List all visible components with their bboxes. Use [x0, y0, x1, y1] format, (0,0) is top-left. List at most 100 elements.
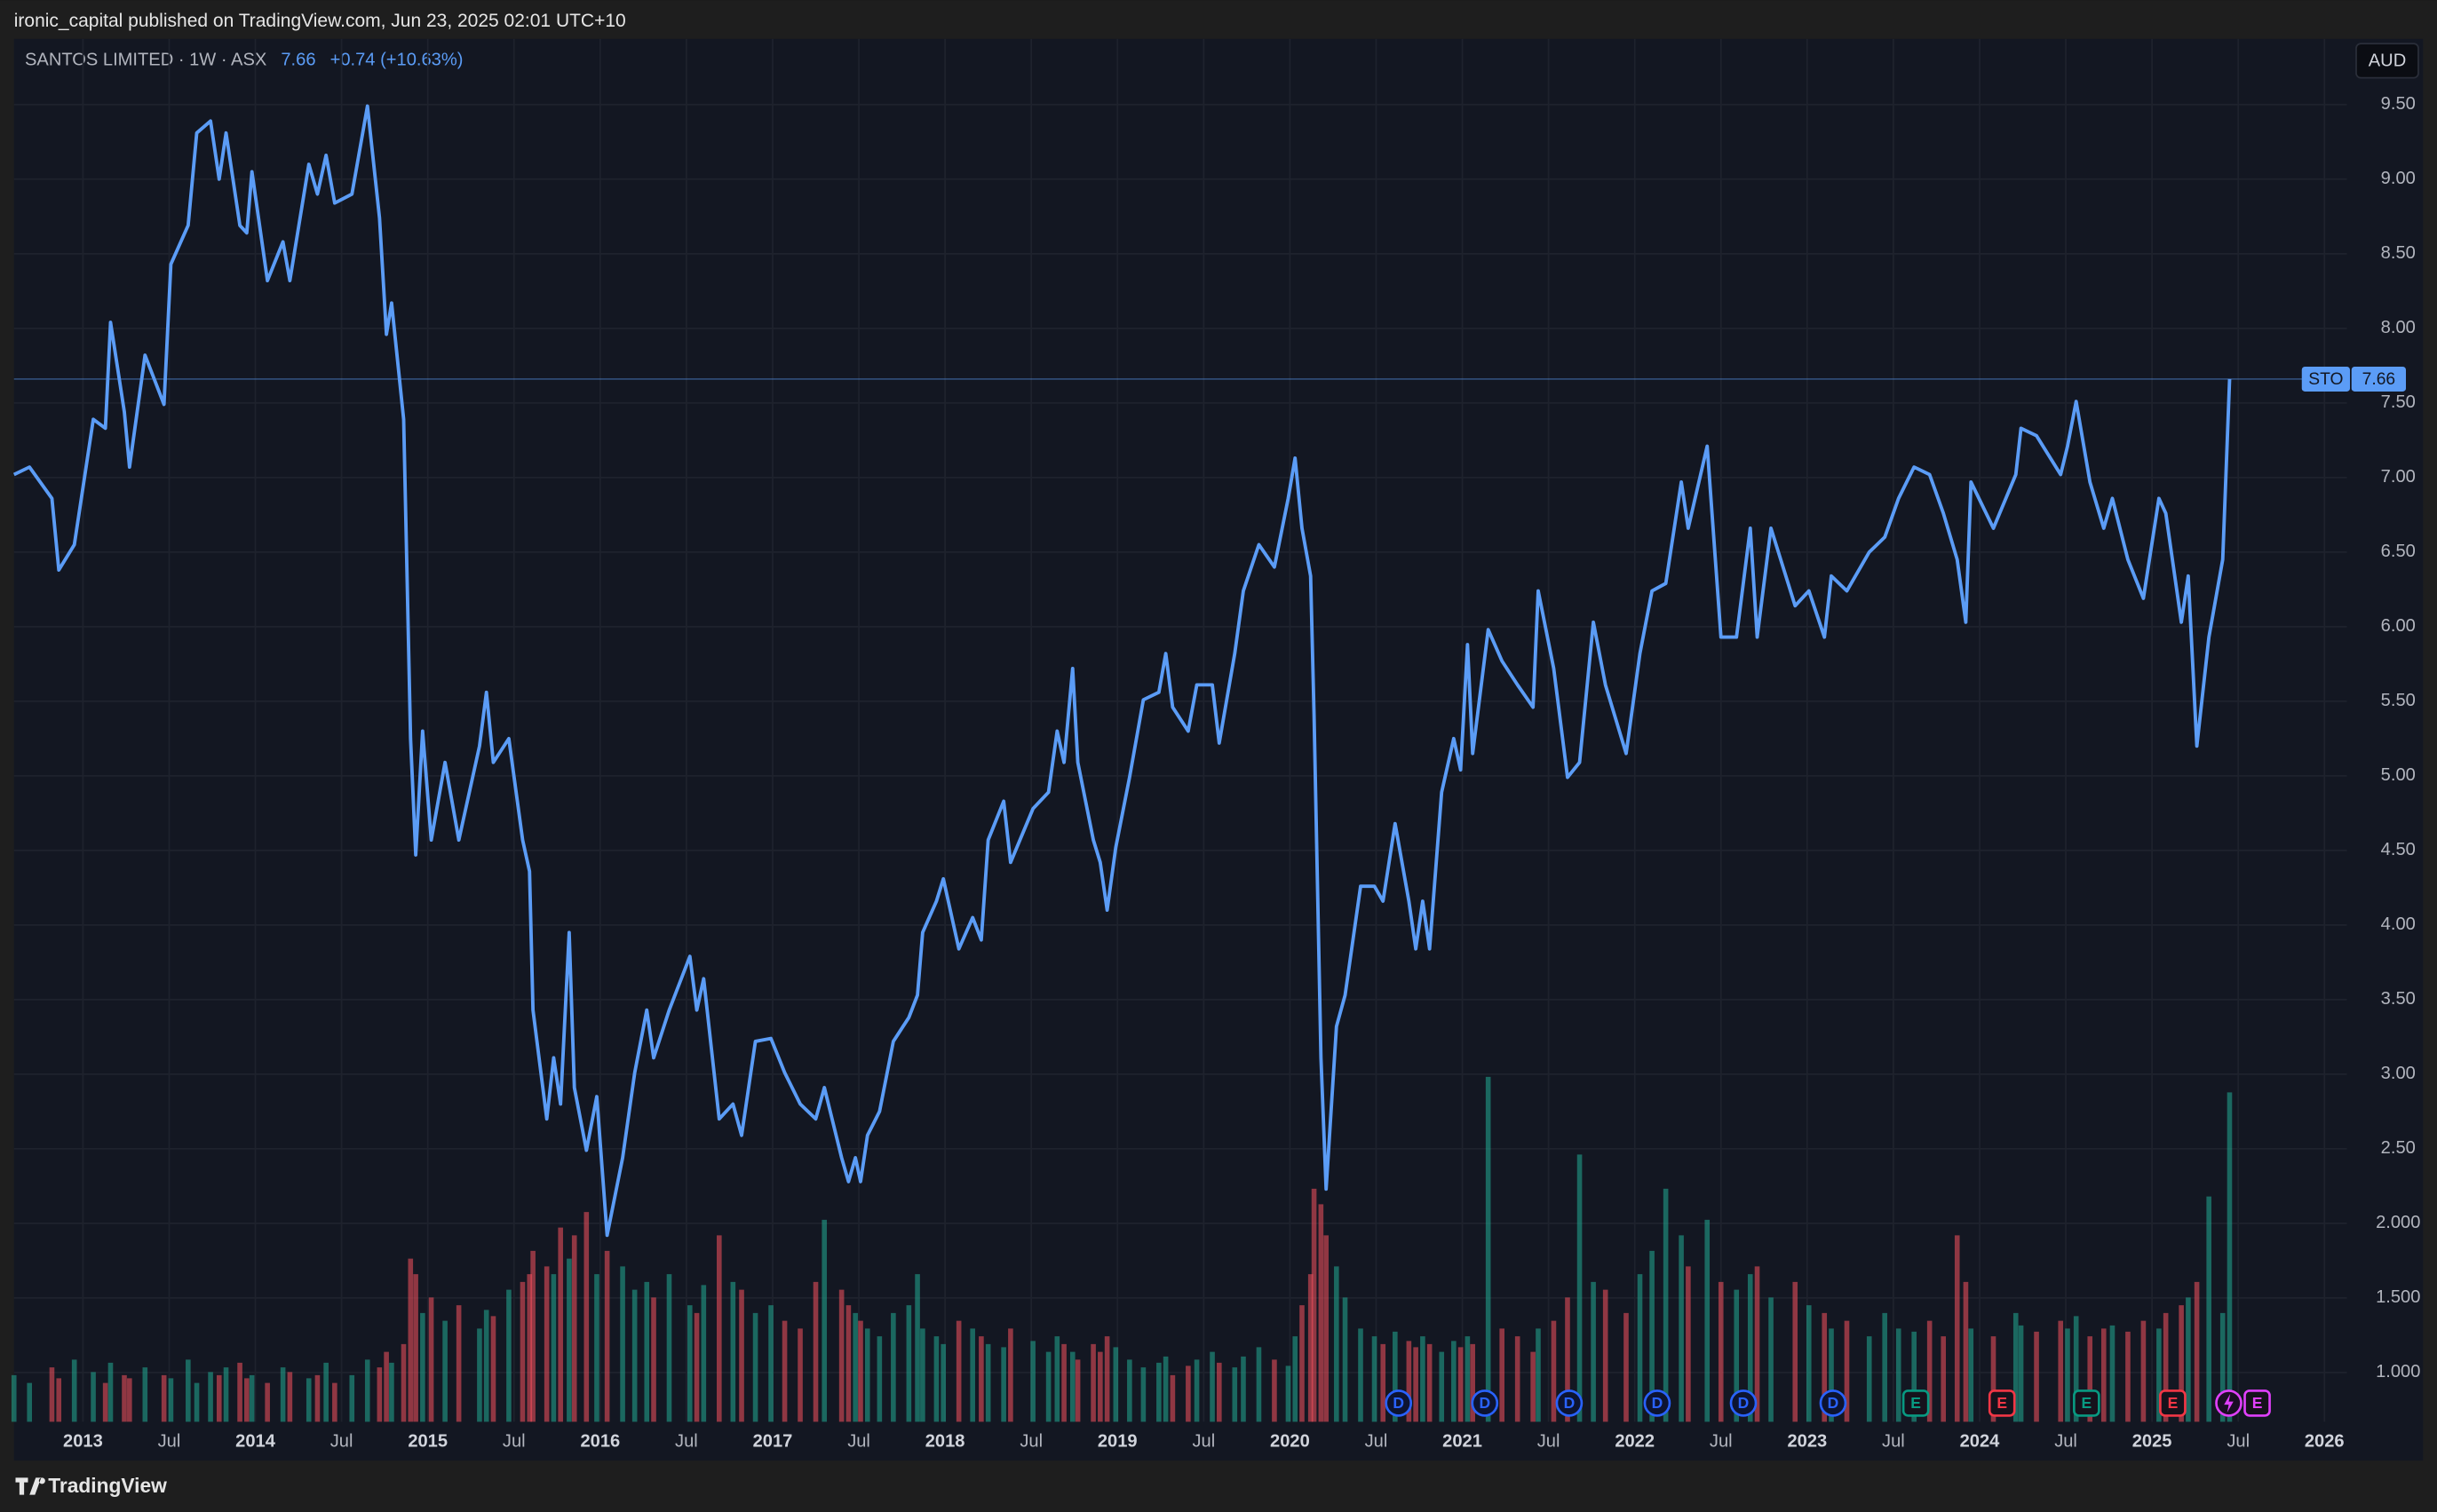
volume-bar — [1768, 1297, 1774, 1422]
volume-bar — [1358, 1328, 1363, 1422]
y-tick-label: 9.00 — [2381, 169, 2416, 188]
volume-bar — [979, 1336, 984, 1422]
plot-area: 1.000 1.500 2.000 2.50 3.00 3.50 4.00 4.50 5.00 5… — [11, 38, 2420, 1451]
volume-bar — [56, 1378, 62, 1422]
y-tick-label: 5.00 — [2381, 765, 2416, 785]
event-marker[interactable]: D — [1643, 1389, 1671, 1417]
volume-bar — [941, 1343, 946, 1422]
event-marker[interactable]: D — [1819, 1389, 1847, 1417]
volume-bar — [2109, 1325, 2116, 1422]
volume-bar — [306, 1378, 312, 1422]
x-tick-label: 2018 — [925, 1431, 965, 1451]
volume-bar — [1001, 1347, 1006, 1422]
y-tick-label: 1.000 — [2376, 1362, 2420, 1381]
volume-bar — [223, 1367, 229, 1422]
volume-bar — [985, 1343, 991, 1422]
volume-bar — [1256, 1347, 1262, 1422]
volume-bar — [420, 1312, 425, 1422]
volume-bar — [1565, 1297, 1570, 1422]
event-marker[interactable]: D — [1385, 1389, 1413, 1417]
volume-bar — [1170, 1374, 1176, 1422]
volume-bar — [527, 1274, 533, 1422]
event-marker[interactable]: E — [1988, 1389, 2016, 1417]
volume-bar — [956, 1320, 962, 1422]
volume-bar — [1393, 1331, 1398, 1422]
volume-bar — [506, 1289, 512, 1422]
volume-bar — [631, 1289, 638, 1422]
volume-bar — [1323, 1235, 1329, 1422]
volume-bar — [408, 1258, 414, 1422]
volume-bar — [891, 1312, 896, 1422]
volume-bar — [1008, 1328, 1013, 1422]
y-tick-label: 4.50 — [2381, 840, 2416, 859]
volume-bar — [244, 1378, 250, 1422]
event-marker[interactable]: D — [1471, 1389, 1499, 1417]
volume-bar — [558, 1227, 563, 1422]
volume-bar — [838, 1289, 845, 1422]
currency-box[interactable] — [2355, 43, 2419, 79]
volume-bar — [161, 1374, 167, 1422]
volume-bar — [237, 1362, 242, 1422]
price-tag — [2351, 366, 2406, 392]
y-tick-label: 8.00 — [2381, 318, 2416, 337]
volume-bar — [27, 1382, 33, 1422]
volume-bar — [2206, 1196, 2211, 1422]
event-marker[interactable]: D — [1555, 1389, 1584, 1417]
event-marker[interactable]: D — [1729, 1389, 1758, 1417]
volume-bar — [49, 1367, 55, 1422]
publisher-line: ironic_capital published on TradingView.… — [14, 11, 626, 31]
volume-bar — [1485, 1076, 1491, 1422]
x-tick-label: Jul — [1365, 1431, 1388, 1451]
volume-bar — [384, 1351, 389, 1422]
volume-bar — [520, 1281, 526, 1422]
currency-label[interactable]: AUD — [2369, 51, 2406, 71]
event-label: E — [2252, 1394, 2263, 1412]
x-tick-label: 2019 — [1098, 1431, 1138, 1451]
volume-bar — [456, 1305, 462, 1422]
dividend-icon — [1471, 1389, 1499, 1417]
volume-bar — [102, 1382, 108, 1422]
volume-bar — [694, 1312, 700, 1422]
volume-bar — [1718, 1281, 1724, 1422]
volume-bar — [1911, 1331, 1917, 1422]
volume-bar — [813, 1281, 819, 1422]
volume-bar — [377, 1367, 383, 1422]
volume-bar — [1941, 1336, 1947, 1422]
volume-bar — [798, 1328, 803, 1422]
volume-bar — [1241, 1356, 1246, 1422]
volume-bar — [1272, 1359, 1277, 1422]
volume-bar — [1413, 1347, 1418, 1422]
event-marker[interactable]: E — [1901, 1389, 1930, 1417]
event-label: D — [1479, 1394, 1490, 1412]
earnings-icon — [1901, 1389, 1930, 1417]
volume-bar — [323, 1362, 329, 1422]
price-tag-label: 7.66 — [2362, 370, 2395, 389]
event-marker[interactable]: E — [2243, 1389, 2271, 1417]
last-price: 7.66 — [281, 51, 315, 70]
volume-bar — [845, 1305, 852, 1422]
volume-bar — [687, 1305, 693, 1422]
y-tick-label: 9.50 — [2381, 94, 2416, 114]
volume-bar — [1576, 1154, 1583, 1422]
event-marker[interactable]: E — [2159, 1389, 2187, 1417]
volume-bar — [933, 1336, 940, 1422]
volume-bar — [477, 1328, 482, 1422]
volume-bar — [1342, 1297, 1348, 1422]
volume-bar — [1926, 1320, 1933, 1422]
volume-bar — [127, 1378, 132, 1422]
volume-bar — [1968, 1328, 1974, 1422]
volume-bar — [1186, 1366, 1191, 1422]
y-tick-label: 3.00 — [2381, 1064, 2416, 1083]
volume-bar — [265, 1382, 270, 1422]
y-tick-label: 8.50 — [2381, 243, 2416, 263]
volume-bar — [11, 1374, 17, 1422]
event-marker[interactable]: E — [2073, 1389, 2100, 1417]
volume-bar — [877, 1336, 883, 1422]
volume-bar — [1990, 1336, 1996, 1422]
volume-bar — [1551, 1320, 1557, 1422]
volume-bar — [1637, 1274, 1643, 1422]
footer-bar — [0, 1461, 2437, 1512]
y-tick-label: 4.00 — [2381, 914, 2416, 934]
volume-bar — [1439, 1351, 1445, 1422]
